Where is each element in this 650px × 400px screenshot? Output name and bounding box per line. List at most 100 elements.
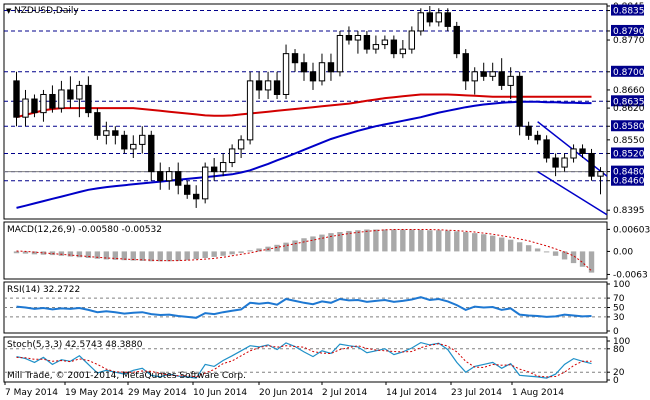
macd-bar	[436, 230, 442, 252]
candle-body	[309, 71, 317, 82]
stoch-panel-frame	[3, 336, 608, 383]
candle-body	[103, 130, 110, 136]
price-level-badge	[611, 4, 644, 16]
candle-body	[148, 134, 155, 173]
candle-body	[507, 75, 514, 86]
ma-blue-line	[16, 100, 592, 209]
macd-bar	[85, 251, 92, 258]
price-level-badge	[611, 95, 644, 107]
x-tick-label: 7 May 2014	[5, 388, 58, 398]
y-tick-label: 0.8660	[613, 86, 645, 96]
candle-body	[471, 71, 478, 82]
macd-bar	[525, 245, 532, 252]
candle-body	[426, 12, 433, 23]
macd-bar	[364, 229, 370, 252]
grid-lines	[4, 10, 607, 373]
macd-bar	[534, 248, 541, 252]
stoch-label: Stoch(5,3,3) 42.5743 48.3880	[7, 340, 143, 350]
candle-body	[228, 148, 236, 164]
macd-bar	[516, 242, 523, 252]
macd-bar	[481, 234, 487, 252]
price-panel-frame	[3, 3, 608, 220]
macd-bar	[472, 233, 478, 252]
candle-body	[588, 152, 595, 177]
candle-body	[480, 71, 487, 77]
rsi-label: RSI(14) 32.2722	[7, 285, 80, 295]
candle-body	[282, 53, 290, 95]
macd-bar	[130, 251, 136, 261]
candle-body	[336, 34, 344, 73]
candle-body	[175, 171, 182, 186]
macd-bar	[552, 251, 559, 256]
candle-body	[525, 125, 532, 136]
y-tick-label: 0.8580	[613, 122, 645, 132]
macd-bar	[454, 231, 460, 252]
candle-body	[570, 148, 577, 159]
candle-body	[94, 112, 101, 136]
candle-body	[516, 75, 523, 127]
macd-bar	[13, 251, 20, 254]
y-tick-label: 100	[613, 337, 630, 347]
price-level-badge	[611, 147, 644, 159]
macd-bar	[418, 229, 424, 252]
macd-bar	[507, 239, 514, 252]
macd-series	[13, 229, 595, 273]
candle-body	[408, 30, 416, 50]
candle-body	[58, 89, 65, 109]
y-tick-label: 0.8480	[613, 168, 645, 178]
y-tick-label: 0.8520	[613, 149, 645, 159]
candle-body	[372, 44, 380, 50]
x-tick-label: 10 Jun 2014	[193, 388, 247, 398]
y-tick-label: 20	[613, 368, 625, 378]
candle-body	[300, 62, 308, 73]
macd-bar	[229, 251, 235, 255]
macd-bar	[256, 248, 262, 252]
candle-body	[327, 62, 335, 73]
macd-bar	[292, 240, 298, 252]
macd-bar	[193, 251, 199, 260]
macd-bar	[328, 233, 334, 252]
chart-menu-triangle-icon[interactable]: ▼	[6, 7, 12, 15]
candle-body	[390, 39, 398, 55]
macd-bar	[310, 236, 316, 252]
price-level-badge	[611, 120, 644, 132]
macd-bar	[148, 251, 154, 262]
macd-bar	[445, 230, 451, 252]
macd-bar	[202, 251, 208, 258]
macd-bar	[40, 251, 47, 255]
macd-bar	[570, 251, 577, 264]
candle-body	[76, 84, 83, 100]
y-tick-label: 30	[613, 313, 625, 323]
macd-bar	[211, 251, 217, 257]
price-level-badge	[611, 174, 644, 186]
y-tick-label: 0.8835	[613, 7, 645, 17]
candle-body	[399, 48, 407, 55]
macd-bar	[184, 251, 190, 261]
candle-body	[121, 134, 128, 150]
macd-bar	[319, 234, 325, 252]
candle-body	[552, 157, 559, 168]
y-axis-labels: 0.88450.88350.87900.87700.87000.86600.86…	[607, 2, 650, 386]
candle-body	[444, 12, 451, 27]
y-tick-label: 0	[613, 327, 619, 337]
macd-bar	[391, 229, 397, 252]
candle-body	[417, 12, 425, 32]
rsi-series	[16, 296, 592, 319]
macd-bar	[157, 251, 163, 262]
candle-body	[139, 134, 146, 145]
macd-bar	[543, 251, 550, 253]
x-tick-label: 29 May 2014	[128, 388, 187, 398]
macd-bar	[427, 230, 433, 252]
macd-bar	[175, 251, 181, 261]
stoch-series	[16, 341, 592, 379]
candle-body	[363, 34, 371, 50]
price-level-badge	[611, 65, 644, 77]
footer-copyright: Mill Trade, © 2001-2014, MetaQuotes Soft…	[7, 371, 246, 381]
macd-bar	[382, 229, 388, 252]
x-axis-labels: 7 May 2014 19 May 2014 29 May 2014 10 Jun 2…	[4, 382, 564, 398]
y-tick-label: 0.00603	[613, 225, 650, 235]
candle-body	[489, 71, 496, 77]
macd-bar	[337, 232, 343, 252]
candle-body	[579, 148, 586, 154]
